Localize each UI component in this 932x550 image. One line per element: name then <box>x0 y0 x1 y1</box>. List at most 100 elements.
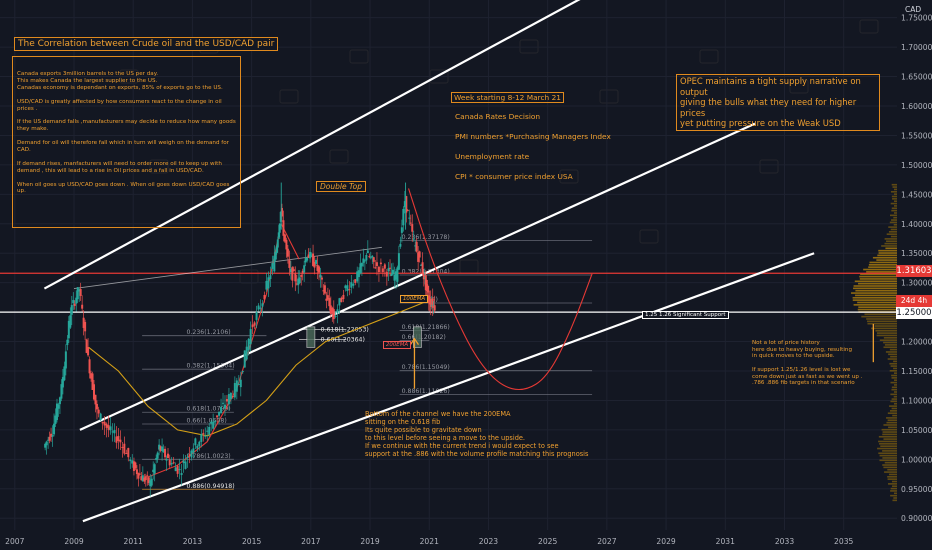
volume-bar <box>891 183 897 186</box>
volume-bar <box>890 494 897 497</box>
candle-body <box>402 208 405 226</box>
candle-body <box>140 476 143 481</box>
ema100-label-text: 100EMA <box>403 296 426 302</box>
bottom-text-line: If we continue with the current trend i … <box>365 441 559 450</box>
candle-body <box>101 421 104 424</box>
candle-body <box>176 465 179 474</box>
candle-body <box>411 224 414 232</box>
x-tick-label: 2019 <box>360 537 379 546</box>
volume-bar <box>861 315 897 318</box>
volume-bar <box>889 348 897 351</box>
y-tick-label: 1.30000 <box>901 279 932 288</box>
candle-body <box>247 338 250 351</box>
volume-bar <box>859 275 897 278</box>
candle-body <box>47 439 50 441</box>
opec-line: yet putting pressure on the Weak USD <box>680 118 841 128</box>
candle-body <box>198 441 201 447</box>
volume-bar <box>878 440 897 443</box>
candle-body <box>303 265 306 273</box>
volume-bar <box>888 231 897 233</box>
candle-body <box>316 264 319 271</box>
candle-body <box>162 449 165 453</box>
candle-body <box>385 271 388 277</box>
volume-bar <box>892 485 897 488</box>
chart-title: The Correlation between Crude oil and th… <box>14 37 279 51</box>
y-tick-label: 1.20000 <box>901 338 932 347</box>
volume-bar <box>883 337 897 339</box>
candle-body <box>323 285 326 294</box>
candle-body <box>374 267 377 269</box>
candle-body <box>212 421 215 429</box>
candle-body <box>182 460 185 464</box>
fib-label: 0.618(1.21866) <box>402 324 450 331</box>
candle-body <box>70 305 73 315</box>
bg-icon <box>859 19 879 34</box>
candle-body <box>326 295 329 300</box>
candle-body <box>312 253 315 266</box>
volume-bar <box>892 499 897 502</box>
candle-body <box>274 251 277 260</box>
volume-bar <box>891 388 897 391</box>
candle-body <box>85 339 88 353</box>
candle-body <box>255 312 258 320</box>
volume-bar <box>891 209 897 212</box>
channel-lines[interactable] <box>43 0 815 523</box>
candle-body <box>233 383 236 398</box>
candle-body <box>132 461 135 471</box>
volume-bar <box>888 226 897 228</box>
candle-body <box>286 248 289 257</box>
y-tick-label: 1.55000 <box>901 131 932 140</box>
candle-body <box>84 322 87 332</box>
info-line: Canada exports 3million barrels to the U… <box>17 71 159 77</box>
candle-body <box>263 295 266 300</box>
fib-label: 0.786(1.15049) <box>402 364 450 371</box>
volume-bar <box>886 233 897 235</box>
opec-lines: OPEC maintains a tight supply narrative … <box>680 76 876 129</box>
candle-body <box>363 260 366 262</box>
candle-body <box>208 426 211 435</box>
candle-body <box>123 443 126 454</box>
volume-bar <box>894 212 897 214</box>
candle-body <box>241 370 244 373</box>
volume-bar <box>894 205 897 207</box>
candle-body <box>306 257 309 261</box>
volume-bar <box>880 445 897 447</box>
candle-body <box>249 329 252 345</box>
volume-bar <box>882 433 897 436</box>
info-line: USD/CAD is greatly affected by how consu… <box>17 98 222 112</box>
right-note-line: in quick moves to the upside. <box>752 353 835 360</box>
candle-body <box>165 459 168 461</box>
volume-bar <box>894 384 897 386</box>
candle-body <box>135 469 138 475</box>
candle-body <box>275 246 278 253</box>
volume-bar <box>890 202 897 205</box>
volume-bar <box>857 301 897 304</box>
volume-bar <box>886 417 897 419</box>
candle-body <box>304 257 307 263</box>
volume-bar <box>879 454 897 457</box>
candle-body <box>210 421 213 424</box>
x-tick-label: 2015 <box>242 537 261 546</box>
volume-bar <box>889 370 897 372</box>
info-line: Demand for oil will therefore fall which… <box>17 140 229 153</box>
candle-body <box>121 446 124 448</box>
x-tick-label: 2027 <box>597 537 616 546</box>
candle-body <box>147 477 150 483</box>
ema100-label: 100EMA <box>400 295 429 303</box>
candle-body <box>239 379 242 388</box>
candle-body <box>79 289 82 296</box>
candle-body <box>365 254 368 261</box>
volume-bar <box>892 186 897 188</box>
candle-body <box>190 450 193 458</box>
volume-bar <box>869 261 897 264</box>
candle-body <box>362 258 365 263</box>
volume-bar <box>888 473 897 476</box>
volume-bar <box>891 207 897 210</box>
candle-body <box>127 448 130 458</box>
candle-body <box>75 297 78 304</box>
right-note-line: here due to heavy buying, resulting <box>752 346 852 353</box>
candle-body <box>405 196 408 213</box>
candle-body <box>103 421 106 426</box>
candle-body <box>143 477 146 482</box>
